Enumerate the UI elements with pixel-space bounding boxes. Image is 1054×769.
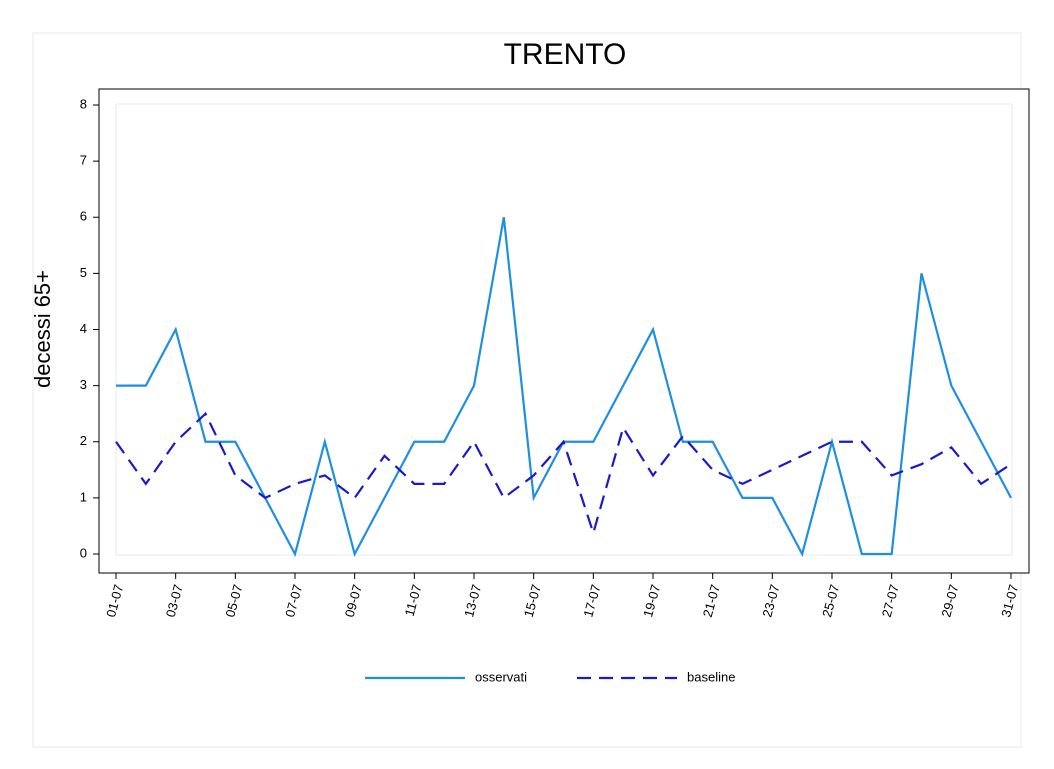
plot-area	[115, 103, 1013, 556]
y-tick-label: 6	[80, 209, 87, 224]
y-tick-label: 2	[80, 433, 87, 448]
series-line	[115, 411, 1012, 537]
legend-label: baseline	[687, 669, 735, 684]
y-tick-label: 0	[80, 545, 87, 560]
y-tick-label: 8	[80, 96, 87, 111]
y-tick-label: 5	[80, 265, 87, 280]
y-axis-label: decessi 65+	[30, 270, 55, 388]
y-tick-label: 3	[80, 377, 87, 392]
chart-title: TRENTO	[504, 38, 627, 71]
y-tick-label: 1	[80, 489, 87, 504]
y-tick-label: 7	[80, 153, 87, 168]
y-tick-label: 4	[80, 321, 87, 336]
legend-label: osservati	[475, 669, 527, 684]
